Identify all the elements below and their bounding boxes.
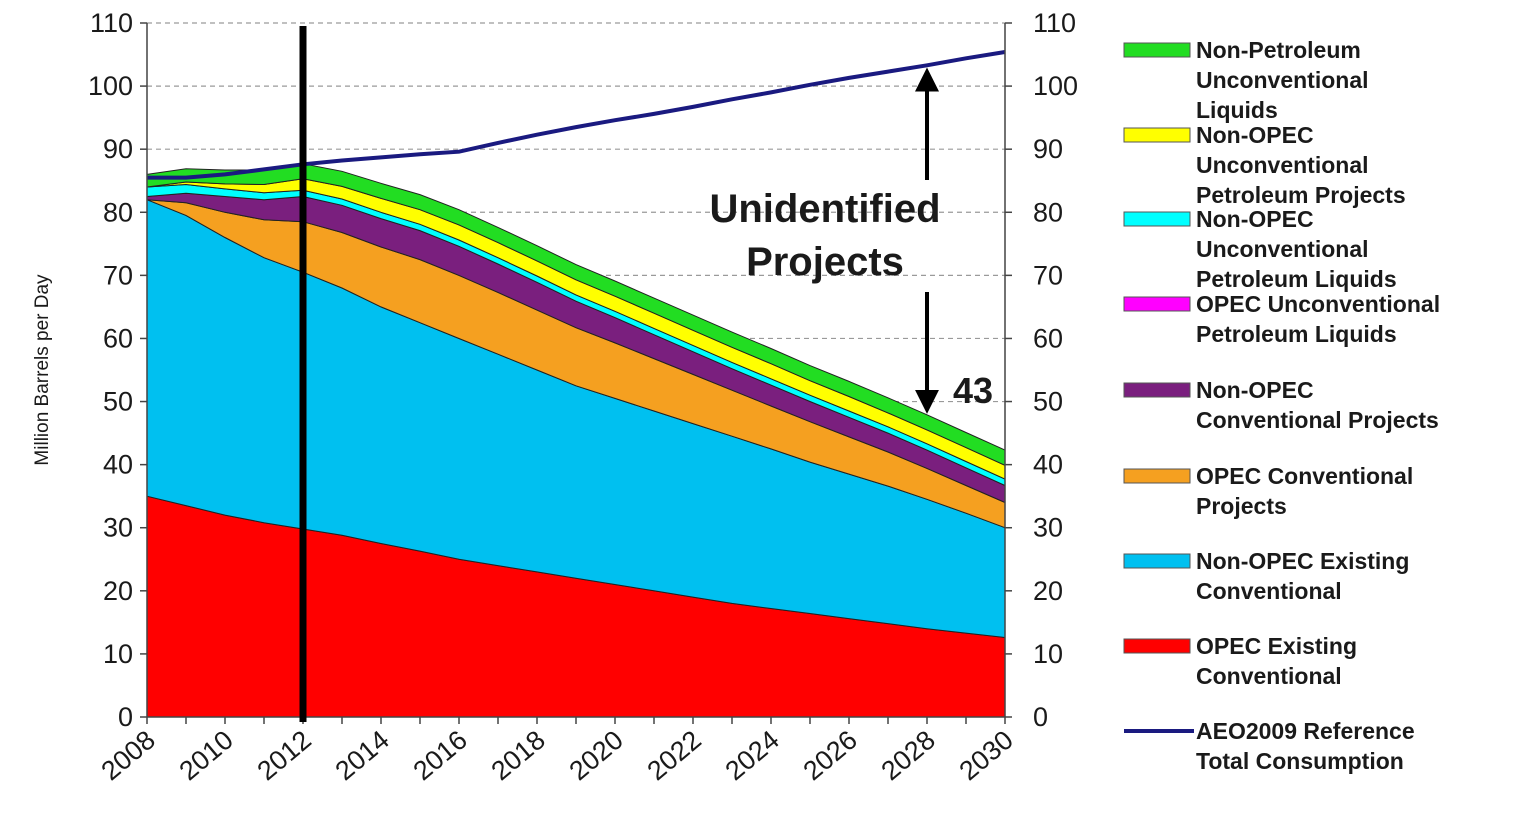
legend-label: Non-OPEC: [1196, 122, 1314, 148]
y-tick-label-right: 10: [1033, 639, 1063, 669]
line-aeo2009-reference: [147, 50, 1006, 180]
legend-label: Unconventional: [1196, 236, 1369, 262]
legend-swatch: [1123, 296, 1191, 312]
y-tick-label-right: 0: [1033, 702, 1048, 732]
legend-label: Non-Petroleum: [1196, 37, 1361, 63]
y-tick-label: 10: [103, 639, 133, 669]
x-tick-label: 2008: [96, 725, 161, 787]
legend-label: AEO2009 Reference: [1196, 718, 1415, 744]
legend-swatch: [1123, 638, 1191, 654]
annotation-unidentified: Unidentified: [709, 187, 940, 231]
legend-swatch: [1123, 382, 1191, 398]
y-tick-label-right: 40: [1033, 450, 1063, 480]
y-tick-label: 30: [103, 513, 133, 543]
y-tick-label-right: 60: [1033, 323, 1063, 353]
x-tick-label: 2014: [330, 725, 395, 787]
annotations: Unidentified Projects 43: [299, 26, 993, 722]
x-tick-label: 2016: [408, 725, 473, 787]
legend-swatch: [1123, 211, 1191, 227]
legend-label: Petroleum Liquids: [1196, 321, 1397, 347]
y-tick-label: 100: [88, 71, 133, 101]
legend-label: Projects: [1196, 493, 1287, 519]
legend-label: Total Consumption: [1196, 748, 1404, 774]
y-tick-label: 20: [103, 576, 133, 606]
y-tick-label: 110: [90, 8, 133, 38]
x-tick-label: 2018: [486, 725, 551, 787]
y-tick-label-right: 70: [1033, 260, 1063, 290]
y-tick-label: 70: [103, 260, 133, 290]
y-tick-label-right: 90: [1033, 134, 1063, 164]
legend-label: Non-OPEC: [1196, 206, 1314, 232]
legend-label: OPEC Existing: [1196, 633, 1357, 659]
legend-label: Non-OPEC Existing: [1196, 548, 1409, 574]
x-tick-label: 2010: [174, 725, 239, 787]
y-tick-label: 80: [103, 197, 133, 227]
annotation-gap-value: 43: [953, 370, 993, 411]
legend-label: Unconventional: [1196, 152, 1369, 178]
y-tick-label-right: 30: [1033, 513, 1063, 543]
y-tick-label: 0: [118, 702, 133, 732]
legend-label: Liquids: [1196, 97, 1278, 123]
x-tick-label: 2028: [876, 725, 941, 787]
y-tick-label: 90: [103, 134, 133, 164]
legend: Non-PetroleumUnconventionalLiquidsNon-OP…: [1123, 37, 1440, 774]
legend-label: OPEC Conventional: [1196, 463, 1413, 489]
x-tick-label: 2030: [954, 725, 1019, 787]
y-tick-label-right: 50: [1033, 387, 1063, 417]
legend-label: Unconventional: [1196, 67, 1369, 93]
x-tick-label: 2020: [564, 725, 629, 787]
legend-swatch: [1123, 42, 1191, 58]
legend-swatch: [1123, 553, 1191, 569]
legend-label: Conventional: [1196, 663, 1342, 689]
legend-label: OPEC Unconventional: [1196, 291, 1440, 317]
y-tick-label-right: 110: [1033, 8, 1076, 38]
y-tick-label: 50: [103, 387, 133, 417]
legend-swatch: [1123, 127, 1191, 143]
legend-label: Petroleum Projects: [1196, 182, 1406, 208]
legend-swatch: [1123, 468, 1191, 484]
legend-label: Conventional Projects: [1196, 407, 1439, 433]
line-series: [147, 50, 1006, 180]
x-tick-label: 2012: [252, 725, 317, 787]
y-axis-title: Million Barrels per Day: [32, 274, 53, 466]
legend-label: Conventional: [1196, 578, 1342, 604]
y-tick-label-right: 100: [1033, 71, 1078, 101]
y-tick-label: 40: [103, 450, 133, 480]
y-tick-label: 60: [103, 323, 133, 353]
y-tick-label-right: 20: [1033, 576, 1063, 606]
x-tick-label: 2026: [798, 725, 863, 787]
legend-label: Petroleum Liquids: [1196, 266, 1397, 292]
annotation-projects: Projects: [746, 240, 904, 284]
x-tick-label: 2022: [642, 725, 707, 787]
y-tick-label-right: 80: [1033, 197, 1063, 227]
legend-label: Non-OPEC: [1196, 377, 1314, 403]
x-tick-label: 2024: [720, 725, 785, 787]
area-series: [146, 163, 1006, 718]
